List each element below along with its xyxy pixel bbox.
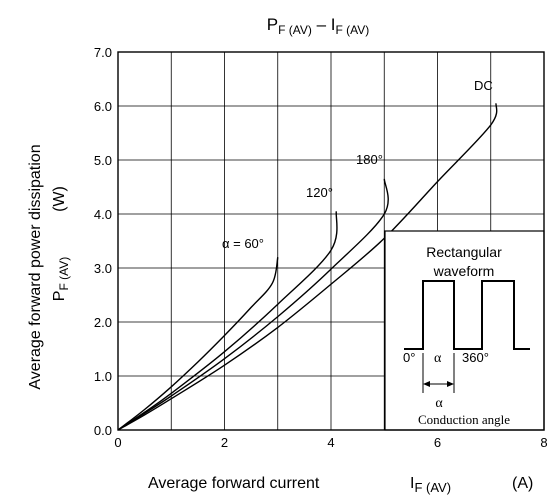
inset-box: Rectangular waveform 0° α 360° α Conduct… <box>384 230 545 431</box>
inset-label-alpha-bottom: α <box>435 396 443 411</box>
inset-title-line1: Rectangular <box>426 244 502 260</box>
inset-frame <box>384 230 545 431</box>
y-tick-label: 4.0 <box>94 207 112 222</box>
x-axis-label: Average forward current <box>148 475 320 492</box>
x-tick-label: 4 <box>327 435 334 450</box>
y-axis-unit: (W) <box>51 186 68 212</box>
series-label-dc: DC <box>474 78 493 93</box>
title-p-sub: F (AV) <box>278 23 312 37</box>
title-i-sub: F (AV) <box>335 23 369 37</box>
y-tick-label: 1.0 <box>94 369 112 384</box>
y-tick-label: 5.0 <box>94 153 112 168</box>
series-lines <box>117 103 498 431</box>
series-line-3 <box>117 103 498 431</box>
inset-label-alpha: α <box>434 351 442 366</box>
alpha-arrowhead-right <box>447 381 454 387</box>
inset-label-360: 360° <box>462 350 489 365</box>
title-p: P <box>267 15 278 34</box>
y-axis-symbol-sub: F (AV) <box>57 257 71 291</box>
x-axis-symbol-i: I <box>410 475 414 492</box>
inset-title-line2: waveform <box>433 263 495 279</box>
x-tick-label: 2 <box>221 435 228 450</box>
y-axis-label-symbol: PF (AV) <box>51 257 71 301</box>
series-label-120: 120° <box>306 185 333 200</box>
x-axis-unit: (A) <box>512 475 533 492</box>
x-tick-label: 8 <box>540 435 547 450</box>
x-axis-symbol: IF (AV) <box>410 475 451 495</box>
alpha-arrowhead-left <box>423 381 430 387</box>
series-line-1 <box>117 211 338 431</box>
x-tick-label: 6 <box>434 435 441 450</box>
y-tick-label: 7.0 <box>94 45 112 60</box>
x-axis-symbol-sub: F (AV) <box>414 480 451 495</box>
y-axis-symbol-p: P <box>51 291 68 302</box>
series-line-0 <box>117 257 279 431</box>
series-label-180: 180° <box>356 152 383 167</box>
y-axis-label-line1: Average forward power dissipation <box>27 144 44 389</box>
tick-labels: 0 2 4 6 8 0.0 1.0 2.0 3.0 4.0 5.0 6.0 7.0 <box>94 45 548 450</box>
title-dash: – I <box>312 15 336 34</box>
y-axis-label: Average forward power dissipation PF (AV… <box>27 144 71 389</box>
y-tick-label: 6.0 <box>94 99 112 114</box>
y-tick-label: 3.0 <box>94 261 112 276</box>
inset-caption: Conduction angle <box>418 412 510 427</box>
y-tick-label: 2.0 <box>94 315 112 330</box>
inset-label-0: 0° <box>403 350 415 365</box>
x-tick-label: 0 <box>114 435 121 450</box>
waveform-path <box>404 280 530 350</box>
y-tick-label: 0.0 <box>94 423 112 438</box>
chart-title: PF (AV) – IF (AV) <box>267 15 370 37</box>
series-label-60: α = 60° <box>222 236 264 251</box>
plot-frame <box>117 51 545 431</box>
series-line-2 <box>117 178 389 431</box>
